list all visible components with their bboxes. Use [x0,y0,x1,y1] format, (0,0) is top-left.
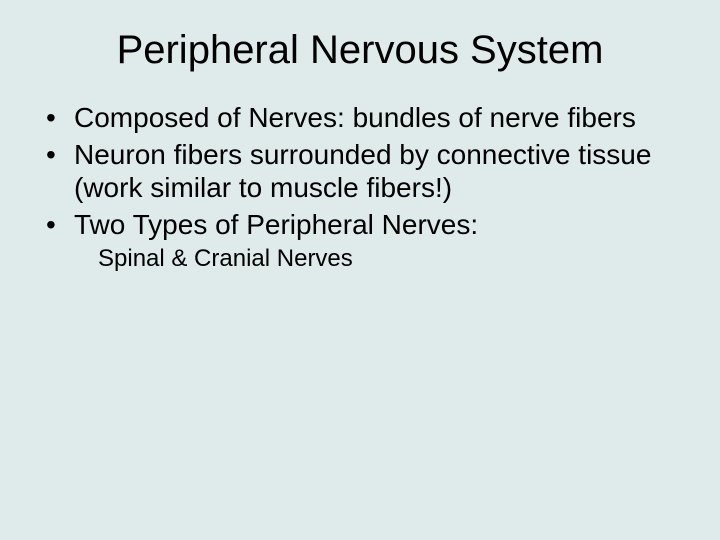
bullet-item: Neuron fibers surrounded by connective t… [40,138,680,204]
bullet-list: Composed of Nerves: bundles of nerve fib… [40,101,680,241]
bullet-item: Two Types of Peripheral Nerves: [40,208,680,241]
slide-body: Composed of Nerves: bundles of nerve fib… [0,101,720,273]
slide-title: Peripheral Nervous System [0,0,720,101]
slide: Peripheral Nervous System Composed of Ne… [0,0,720,540]
sub-bullet-item: Spinal & Cranial Nerves [40,245,680,273]
bullet-item: Composed of Nerves: bundles of nerve fib… [40,101,680,134]
